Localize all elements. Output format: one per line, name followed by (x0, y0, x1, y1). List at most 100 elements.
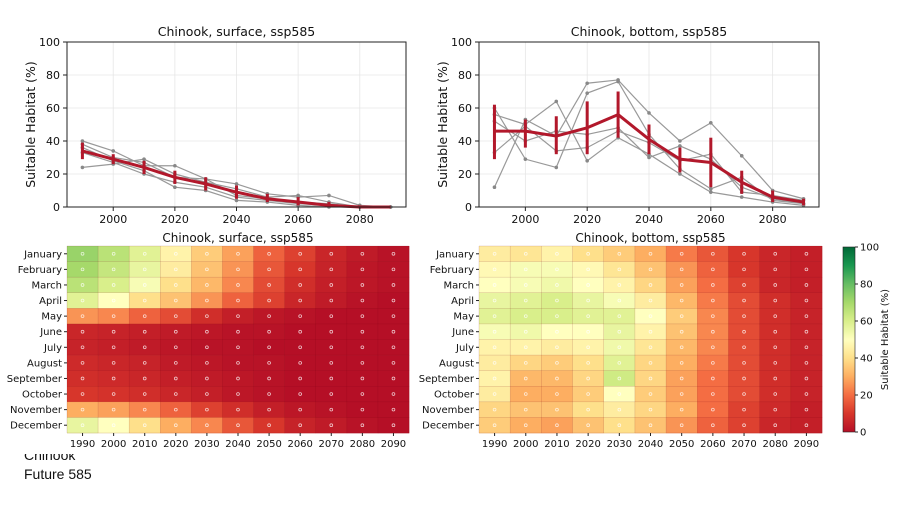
decade-label: 2020 (575, 439, 600, 450)
cell-marker (142, 314, 147, 318)
cell-marker (111, 392, 116, 396)
cell-marker (742, 345, 746, 350)
heatmap-cell (253, 386, 285, 403)
decade-label: 2090 (794, 439, 819, 450)
heatmap-cell (510, 355, 542, 371)
cell-marker (586, 407, 590, 412)
cell-marker (360, 298, 365, 303)
heatmap-cell (510, 370, 542, 387)
cell-marker (360, 314, 365, 318)
y-tick-label: 100 (39, 36, 60, 49)
cell-marker (773, 392, 778, 396)
month-label: April (451, 296, 474, 307)
data-point (173, 185, 177, 189)
cell-marker (391, 329, 396, 334)
heatmap-cell (346, 277, 379, 294)
cell-marker (205, 345, 209, 350)
heatmap-cell (284, 261, 317, 278)
heatmap-cell (222, 370, 254, 387)
heatmap-cell (728, 370, 760, 387)
mean-line (82, 149, 391, 209)
heatmap-title: Chinook, surface, ssp585 (162, 231, 313, 245)
heatmap-cell (479, 323, 511, 340)
heatmap-cell (191, 417, 223, 434)
cell-marker (492, 298, 497, 303)
cell-marker (267, 345, 271, 350)
cell-marker (555, 267, 559, 272)
cell-marker (773, 298, 778, 303)
cell-marker (174, 267, 178, 272)
heatmap-cell (541, 417, 573, 434)
heatmap-cell (191, 246, 223, 262)
heatmap-cell (790, 308, 823, 325)
cell-marker (142, 407, 147, 412)
heatmap-cell (510, 386, 542, 403)
y-tick-label: 60 (46, 102, 60, 115)
cell-marker (617, 283, 622, 287)
cell-marker (711, 298, 715, 303)
month-label: March (444, 280, 474, 291)
cell-marker (617, 376, 622, 381)
cell-marker (267, 267, 271, 272)
cell-marker (742, 267, 746, 272)
month-label: October (434, 390, 475, 401)
cell-marker (111, 329, 116, 334)
cell-marker (329, 345, 334, 350)
month-label: April (39, 296, 62, 307)
cell-marker (267, 376, 271, 381)
cell-marker (617, 423, 622, 428)
cell-marker (617, 314, 622, 318)
cell-marker (523, 267, 528, 272)
heatmap-cell (603, 339, 636, 356)
data-point (80, 165, 85, 170)
heatmap-cell (191, 386, 223, 403)
cell-marker (773, 283, 778, 287)
heatmap-cell (572, 401, 605, 418)
cell-marker (142, 298, 147, 303)
heatmap-cell (284, 308, 317, 325)
heatmap-cell (346, 370, 379, 387)
cell-marker (174, 345, 178, 350)
cell-marker (648, 376, 653, 381)
heatmap-cell (759, 277, 792, 294)
cell-marker (586, 345, 590, 350)
cell-marker (555, 251, 559, 256)
heatmap-cell (634, 386, 667, 403)
cell-marker (648, 298, 653, 303)
heatmap-cell (129, 386, 161, 403)
month-label: December (422, 421, 475, 432)
heatmap-cell (759, 261, 792, 278)
data-point (296, 193, 300, 198)
cell-marker (555, 361, 559, 365)
cell-marker (742, 407, 746, 412)
heatmap-cell (67, 339, 99, 356)
heatmap-cell (284, 277, 317, 294)
month-label: January (435, 249, 474, 260)
month-label: November (10, 405, 63, 416)
decade-label: 2070 (319, 439, 344, 450)
y-tick-label: 100 (451, 36, 472, 49)
colorbar-tick-label: 40 (860, 354, 873, 365)
cell-marker (329, 392, 334, 396)
heatmap-cell (222, 277, 254, 294)
heatmap-cell (253, 370, 285, 387)
heatmap-cell (634, 277, 667, 294)
heatmap-cell (160, 277, 192, 294)
data-point (709, 187, 713, 191)
cell-marker (298, 298, 302, 303)
heatmap-cell (510, 246, 542, 262)
heatmap-cell (222, 386, 254, 403)
y-axis-label: Suitable Habitat (%) (435, 61, 450, 188)
cell-marker (617, 267, 622, 272)
cell-marker (236, 345, 240, 350)
heatmap-cell (728, 339, 760, 356)
cell-marker (329, 329, 334, 334)
heatmap-cell (666, 308, 698, 325)
heatmap-cell (253, 246, 285, 262)
heatmap-cell (160, 308, 192, 325)
cell-marker (80, 407, 85, 412)
cell-marker (236, 407, 240, 412)
heatmap-cell (541, 339, 573, 356)
heatmap-cell (160, 386, 192, 403)
heatmap-cell (191, 261, 223, 278)
